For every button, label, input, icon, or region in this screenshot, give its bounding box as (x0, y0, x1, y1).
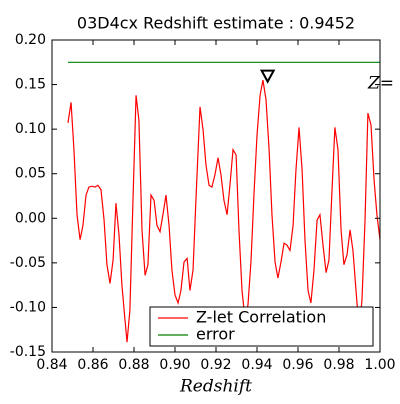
x-tick-label: 0.88 (118, 357, 149, 373)
legend-label: error (196, 325, 235, 344)
x-tick-label: 0.96 (282, 357, 313, 373)
chart-title: 03D4cx Redshift estimate : 0.9452 (77, 14, 355, 33)
x-axis-label: Redshift (179, 377, 252, 397)
x-tick-label: 0.94 (241, 357, 272, 373)
data-line (67, 79, 380, 343)
axes-frame (51, 39, 381, 353)
legend-box (149, 306, 374, 347)
x-tick-label: 0.90 (159, 357, 190, 373)
x-tick-label: 0.84 (36, 357, 67, 373)
x-tick-label: 0.98 (323, 357, 354, 373)
axes: 0.84 0.86 0.88 0.90 0.92 0.94 0.96 0.98 1.00 -0.1… (10, 32, 396, 373)
x-tick-label: 0.92 (200, 357, 231, 373)
y-tick-label: 0.10 (15, 121, 46, 137)
y-tick-label: 0.00 (15, 210, 46, 226)
y-tick-label: -0.15 (10, 344, 46, 360)
y-tick-label: 0.15 (15, 77, 46, 93)
x-tick-label: 0.86 (77, 357, 108, 373)
y-tick-label: 0.05 (15, 166, 46, 182)
annotation: Z= (367, 74, 394, 94)
legend-label: Z-let Correlation (196, 308, 326, 327)
y-tick-label: -0.10 (10, 299, 46, 315)
plot-area (67, 61, 380, 343)
y-tick-label: 0.20 (15, 32, 46, 48)
y-tick-label: -0.05 (10, 255, 46, 271)
x-tick-label: 1.00 (364, 357, 395, 373)
peak-marker (259, 69, 276, 84)
